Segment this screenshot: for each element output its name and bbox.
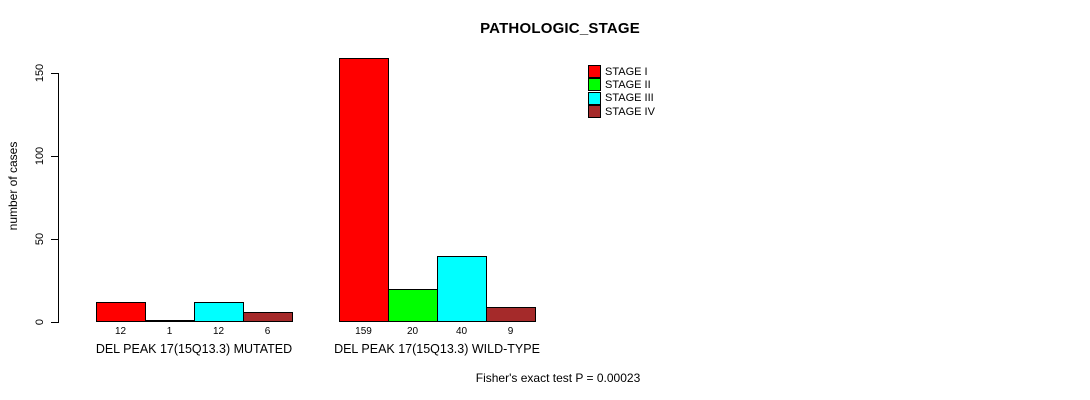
bar-value-label: 9 xyxy=(507,326,514,337)
bar-value-label: 6 xyxy=(264,326,271,337)
y-tick xyxy=(51,156,59,157)
bar-stage-ii xyxy=(145,320,195,322)
group-label: DEL PEAK 17(15Q13.3) WILD-TYPE xyxy=(334,342,540,356)
y-tick-label: 100 xyxy=(34,146,46,166)
legend-swatch-icon xyxy=(588,78,601,92)
bar-value-label: 12 xyxy=(114,326,127,337)
bar-stage-i xyxy=(96,302,146,322)
legend-swatch-icon xyxy=(588,65,601,79)
legend-label: STAGE I xyxy=(605,65,648,78)
legend-item: STAGE I xyxy=(588,65,655,79)
bar-stage-iii xyxy=(437,256,487,322)
bar-stage-ii xyxy=(388,289,438,322)
legend-swatch-icon xyxy=(588,91,601,105)
bar-stage-iv xyxy=(486,307,536,322)
y-axis-line xyxy=(58,73,59,323)
bar-value-label: 1 xyxy=(166,326,173,337)
bar-stage-i xyxy=(339,58,389,322)
legend-swatch-icon xyxy=(588,105,601,119)
y-tick xyxy=(51,239,59,240)
chart-title: PATHOLOGIC_STAGE xyxy=(480,20,640,37)
legend-label: STAGE III xyxy=(605,92,654,105)
y-tick-label: 50 xyxy=(34,232,46,246)
bar-value-label: 20 xyxy=(406,326,419,337)
y-tick-label: 150 xyxy=(34,63,46,83)
legend-item: STAGE II xyxy=(588,78,655,92)
legend-item: STAGE III xyxy=(588,91,655,105)
y-axis-label: number of cases xyxy=(6,141,20,231)
legend-item: STAGE IV xyxy=(588,105,655,119)
bar-stage-iv xyxy=(243,312,293,322)
y-tick xyxy=(51,322,59,323)
stat-annotation: Fisher's exact test P = 0.00023 xyxy=(475,371,641,385)
legend-label: STAGE IV xyxy=(605,105,655,118)
bar-stage-iii xyxy=(194,302,244,322)
group-label: DEL PEAK 17(15Q13.3) MUTATED xyxy=(95,342,293,356)
bar-value-label: 40 xyxy=(455,326,468,337)
y-tick xyxy=(51,73,59,74)
bar-value-label: 159 xyxy=(355,326,372,337)
bar-value-label: 12 xyxy=(212,326,225,337)
legend-label: STAGE II xyxy=(605,78,651,91)
y-tick-label: 0 xyxy=(34,318,46,326)
legend: STAGE I STAGE II STAGE III STAGE IV xyxy=(588,65,655,119)
